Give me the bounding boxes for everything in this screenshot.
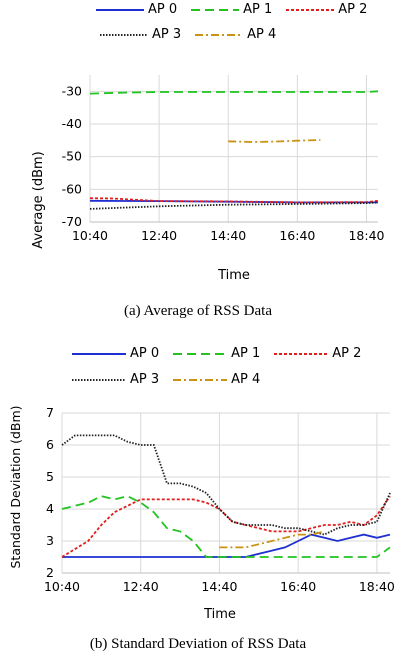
legend-swatch	[173, 352, 228, 355]
chart-b-ytick-label: 4	[46, 501, 54, 516]
caption-b: (b) Standard Deviation of RSS Data	[89, 636, 307, 652]
chart-b-series-ap-2	[61, 495, 391, 558]
chart-b-xtick-label: 16:40	[280, 579, 316, 594]
chart-b-xtick-label: 14:40	[201, 579, 237, 594]
legend-label: AP 1	[243, 2, 273, 17]
chart-a-ytick-label: -30	[62, 83, 82, 98]
chart-b-series-ap-0	[62, 533, 391, 558]
chart-a-legend-ap-4: AP 4	[195, 27, 276, 42]
legend-label: AP 2	[338, 2, 368, 17]
std-dev-rss-chart: Standard Deviation (dBm) Time 10:40 12:40…	[8, 405, 395, 622]
legend-label: AP 4	[231, 372, 261, 387]
chart-a-ytick-label: -40	[62, 116, 82, 131]
chart-b-xtick-label: 12:40	[123, 579, 159, 594]
chart-b-legend-ap-4: AP 4	[173, 372, 260, 387]
chart-b-xtick-label: 18:40	[359, 579, 395, 594]
chart-a-series-ap-4	[228, 139, 321, 143]
chart-b-xtick-label: 10:40	[44, 579, 80, 594]
chart-a-series-ap-1	[89, 90, 379, 95]
legend-swatch	[191, 8, 240, 11]
chart-b-series-ap-1	[61, 495, 391, 558]
legend-a-row-1: AP 0 AP 1 AP 2	[96, 2, 381, 17]
chart-a-legend-ap-2: AP 2	[286, 2, 367, 17]
legend-label: AP 0	[130, 346, 160, 361]
chart-a-xlabel: Time	[217, 268, 250, 283]
chart-b-legend-ap-2: AP 2	[274, 346, 361, 361]
chart-b-ytick-label: 5	[46, 469, 54, 484]
chart-b-series-ap-4	[219, 530, 325, 549]
chart-a-xtick-label: 14:40	[210, 228, 246, 243]
legend-swatch	[195, 33, 244, 36]
legend-swatch	[286, 8, 335, 11]
chart-a-xtick-label: 12:40	[141, 228, 177, 243]
chart-a-xtick-label: 10:40	[72, 228, 108, 243]
chart-a-series-ap-3	[89, 201, 379, 210]
legend-label: AP 2	[332, 346, 362, 361]
chart-a-series-ap-0	[89, 199, 378, 204]
chart-a-ylabel: Average (dBm)	[31, 151, 46, 249]
chart-b-ylabel: Standard Deviation (dBm)	[8, 405, 23, 568]
chart-a-ytick-label: -60	[62, 181, 82, 196]
chart-b-legend-ap-3: AP 3	[72, 372, 159, 387]
legend-swatch	[96, 8, 144, 11]
chart-a-legend-ap-3: AP 3	[100, 27, 181, 42]
legend-label: AP 4	[247, 27, 277, 42]
legend-swatch	[72, 378, 126, 381]
chart-b-series-ap-3	[61, 434, 391, 536]
chart-a-xtick-label: 16:40	[279, 228, 315, 243]
legend-b-row-2: AP 3 AP 4	[72, 372, 274, 387]
chart-a-legend-ap-0: AP 0	[96, 2, 177, 17]
chart-a-legend-ap-1: AP 1	[191, 2, 272, 17]
chart-a-ytick-label: -70	[62, 214, 82, 229]
legend-swatch	[100, 33, 148, 36]
legend-label: AP 3	[152, 27, 182, 42]
chart-b-ytick-label: 2	[46, 565, 54, 580]
chart-b-ytick-label: 3	[46, 533, 54, 548]
legend-swatch	[274, 352, 329, 355]
chart-a-ytick-label: -50	[62, 149, 82, 164]
legend-label: AP 3	[130, 372, 160, 387]
caption-a: (a) Average of RSS Data	[123, 303, 272, 319]
chart-b-legend-ap-1: AP 1	[173, 346, 260, 361]
chart-a-xtick-label: 18:40	[348, 228, 384, 243]
chart-b-legend-ap-0: AP 0	[72, 346, 159, 361]
average-rss-chart: Average (dBm) Time 10:40 12:40 14:40 16:40 1…	[31, 75, 385, 283]
legend-label: AP 0	[148, 2, 178, 17]
legend-swatch	[72, 352, 126, 355]
chart-a-series-ap-2	[89, 197, 379, 204]
legend-b-row-1: AP 0 AP 1 AP 2	[72, 346, 375, 361]
chart-b-ytick-label: 7	[46, 405, 54, 420]
legend-a-row-2: AP 3 AP 4	[100, 27, 290, 42]
chart-b-xlabel: Time	[203, 607, 236, 622]
legend-swatch	[173, 378, 228, 381]
chart-b-ytick-label: 6	[46, 437, 54, 452]
legend-label: AP 1	[231, 346, 261, 361]
